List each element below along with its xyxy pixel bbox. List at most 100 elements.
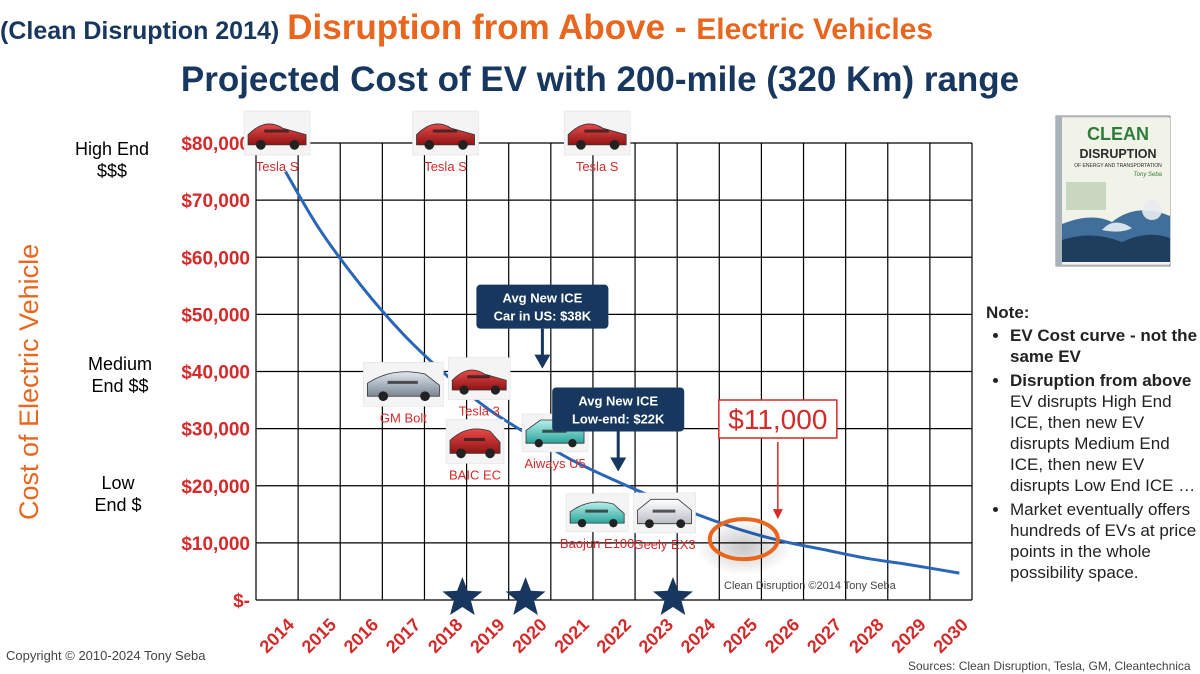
car-label: Tesla S (424, 159, 467, 174)
cost-curve (284, 170, 960, 575)
y-tick-label: $70,000 (181, 191, 250, 212)
star-icon (505, 577, 546, 615)
tier-high-symbol: $$$ (96, 161, 128, 181)
car-label: GM Bolt (380, 410, 427, 425)
x-tick-label: 2020 (508, 615, 550, 657)
ice-price-callout: Avg New ICE Car in US: $38K (476, 284, 609, 369)
x-tick-label: 2022 (593, 615, 635, 657)
y-tick-label: $10,000 (181, 534, 250, 555)
car-label: Aiways U5 (524, 456, 585, 471)
car-marker: Tesla S (563, 110, 631, 174)
car-label: Tesla S (576, 159, 619, 174)
x-tick-label: 2025 (719, 615, 761, 657)
x-tick-label: 2027 (803, 615, 845, 657)
x-tick-label: 2024 (677, 615, 719, 657)
tier-low-symbol: End $ (94, 495, 142, 515)
book-title-line2: DISRUPTION (1079, 147, 1156, 161)
y-tick-label: $50,000 (181, 305, 250, 326)
car-marker: Geely EX3 (633, 492, 696, 552)
note-item: Disruption from above EV disrupts High E… (1010, 370, 1198, 496)
callout-box (476, 284, 609, 329)
star-icon (442, 577, 483, 615)
target-price-callout: $11,000 (695, 399, 838, 576)
tier-high-end: High End $$$ (62, 138, 162, 182)
x-tick-label: 2028 (845, 615, 887, 657)
note-title: Note: (986, 303, 1030, 322)
callout-text: $11,000 (728, 404, 827, 435)
y-tick-label: $40,000 (181, 363, 250, 384)
callout-text: Car in US: $38K (494, 309, 592, 324)
car-markers: Tesla S Tesla S Tesla S GM Bolt Tesla 3 BAIC … (243, 110, 696, 552)
tier-medium-symbol: End $$ (91, 376, 149, 396)
y-tick-label: $80,000 (181, 134, 250, 155)
callout-text: Low-end: $22K (572, 411, 665, 426)
y-tick-labels: $- $10,000 $20,000 $30,000 $40,000 $50,000 $60… (181, 134, 250, 612)
arrow-head-icon (772, 509, 783, 520)
book-title-line1: CLEAN (1087, 124, 1149, 144)
note-list: EV Cost curve - not the same EV Disrupti… (986, 325, 1198, 583)
x-tick-label: 2030 (929, 615, 971, 657)
tier-low-end: Low End $ (68, 472, 168, 516)
x-tick-label: 2017 (382, 615, 424, 657)
callout-box (552, 387, 685, 432)
y-tick-label: $- (233, 591, 250, 612)
x-tick-label: 2018 (424, 615, 466, 657)
book-cover-image: CLEAN DISRUPTION OF ENERGY AND TRANSPORT… (1052, 112, 1177, 272)
tier-low-label: Low (101, 473, 135, 493)
book-title-line3: OF ENERGY AND TRANSPORTATION (1074, 163, 1162, 169)
car-label: Tesla S (256, 159, 299, 174)
x-tick-label: 2014 (256, 615, 298, 657)
tier-high-label: High End (74, 139, 150, 159)
note-item-bold: Disruption from above (1010, 371, 1192, 390)
callout-text: Avg New ICE (503, 291, 583, 306)
tier-medium-end: Medium End $$ (70, 353, 170, 397)
x-tick-label: 2026 (761, 615, 803, 657)
arrow-head-icon (610, 457, 627, 472)
target-glow (695, 519, 792, 576)
book-author: Tony Seba (1134, 172, 1163, 178)
title-main: Disruption from Above - (287, 8, 697, 47)
tier-medium-label: Medium (87, 354, 153, 374)
x-tick-label: 2019 (466, 615, 508, 657)
star-icon (652, 577, 693, 615)
y-tick-label: $60,000 (181, 248, 250, 269)
x-tick-label: 2021 (550, 615, 592, 657)
x-tick-labels: 2014 2015 2016 2017 2018 2019 2020 2021 2022 2023… (256, 615, 972, 657)
car-marker: GM Bolt (363, 362, 444, 425)
car-marker: BAIC EC (445, 419, 505, 482)
note-item: Market eventually offers hundreds of EVs… (1010, 499, 1198, 583)
car-marker: Tesla S (243, 110, 311, 174)
callout-box (718, 399, 838, 439)
callout-text: Avg New ICE (578, 393, 658, 408)
chart-title: Projected Cost of EV with 200-mile (320 … (180, 60, 1020, 99)
note-item-text: Market eventually offers hundreds of EVs… (1010, 500, 1197, 582)
x-tick-label: 2016 (340, 615, 382, 657)
car-label: Baojun E100 (560, 536, 634, 551)
car-label: BAIC EC (449, 467, 501, 482)
note-panel: Note: EV Cost curve - not the same EV Di… (986, 302, 1198, 586)
annotations: Avg New ICE Car in US: $38K Avg New ICE Low… (476, 284, 838, 576)
y-tick-label: $20,000 (181, 477, 250, 498)
note-item-text: EV disrupts High End ICE, then new EV di… (1010, 392, 1196, 495)
x-tick-label: 2023 (635, 615, 677, 657)
car-marker: Baojun E100 (560, 493, 634, 551)
car-marker: Tesla 3 (447, 357, 511, 419)
x-tick-label: 2015 (298, 615, 340, 657)
cost-curve-line (284, 170, 960, 575)
car-marker: Aiways U5 (521, 413, 589, 471)
target-circle (707, 517, 780, 562)
copyright: Copyright © 2010-2024 Tony Seba (6, 648, 206, 663)
ice-price-callout: Avg New ICE Low-end: $22K (552, 387, 685, 472)
x-tick-label: 2029 (887, 615, 929, 657)
grid (255, 142, 973, 601)
note-item: EV Cost curve - not the same EV (1010, 325, 1198, 367)
star-markers (442, 577, 693, 615)
title-line-1: (Clean Disruption 2014) Disruption from A… (0, 8, 1200, 48)
title-sub: Electric Vehicles (696, 13, 934, 46)
sources: Sources: Clean Disruption, Tesla, GM, Cl… (908, 659, 1191, 673)
watermark: Clean Disruption ©2014 Tony Seba (724, 580, 897, 592)
note-item-bold: EV Cost curve - not the same EV (1010, 326, 1198, 366)
book-cover-icon: CLEAN DISRUPTION OF ENERGY AND TRANSPORT… (1055, 115, 1171, 267)
y-tick-label: $30,000 (181, 420, 250, 441)
